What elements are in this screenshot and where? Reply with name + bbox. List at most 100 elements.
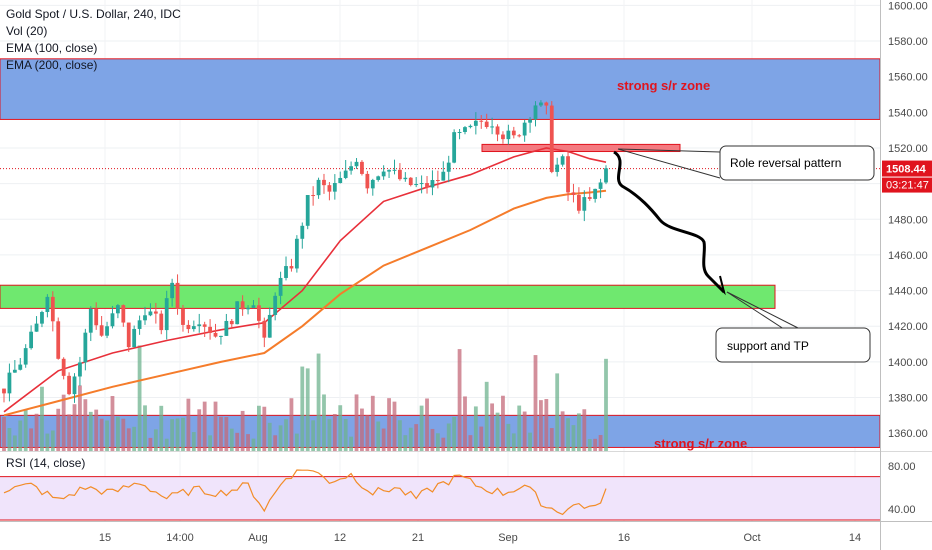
volume-bar: [12, 435, 17, 451]
volume-bar: [219, 416, 223, 451]
candle-body: [164, 298, 169, 331]
volume-bar: [278, 425, 283, 451]
price-axis[interactable]: 1600.001580.001560.001540.001520.001500.…: [888, 0, 928, 440]
volume-bar: [381, 428, 386, 451]
ema-200-line: [3, 189, 607, 417]
volume-bar: [479, 426, 484, 451]
volume-bar: [549, 428, 554, 451]
candle-body: [175, 282, 180, 309]
volume-bar: [267, 422, 272, 451]
volume-bar: [473, 406, 478, 451]
candle-body: [219, 335, 223, 337]
candle-body: [300, 225, 305, 239]
candle-body: [533, 105, 538, 120]
volume-bar: [360, 408, 364, 451]
price-tick: 1440.00: [888, 286, 928, 298]
candle-body: [143, 315, 147, 321]
candle-body: [576, 195, 581, 211]
candle-body: [430, 180, 435, 188]
volume-bar: [544, 399, 549, 451]
callout-support-tp[interactable]: support and TP: [715, 327, 871, 363]
candle-body: [414, 184, 419, 186]
last-price-value: 1508.44: [886, 164, 927, 176]
candle-body: [208, 326, 212, 333]
volume-bar: [571, 425, 576, 451]
price-tick: 1560.00: [888, 72, 928, 84]
legend-vol[interactable]: Vol (20): [6, 24, 47, 38]
candle-body: [604, 168, 608, 183]
legend-ema200[interactable]: EMA (200, close): [6, 58, 97, 72]
candle-body: [153, 311, 158, 314]
candle-body: [2, 388, 6, 394]
candle-body: [311, 195, 316, 197]
volume-bar: [273, 435, 278, 451]
time-tick: 14:00: [166, 532, 194, 544]
volume-bar: [343, 419, 348, 451]
price-tick: 1460.00: [888, 250, 928, 262]
candle-body: [257, 305, 261, 321]
candle-body: [137, 320, 142, 329]
volume-bar: [338, 405, 343, 451]
callout-pointer-role: [617, 148, 721, 179]
volume-bar: [528, 432, 532, 451]
callout-pointer-support: [726, 291, 801, 330]
volume-bar: [18, 420, 23, 451]
volume-bar: [83, 399, 88, 451]
candle-body: [224, 320, 229, 336]
candle-body: [132, 328, 137, 348]
volume-bar: [408, 427, 413, 451]
volume-bar: [533, 355, 538, 451]
candle-body: [262, 320, 267, 338]
candle-body: [88, 308, 93, 333]
callout-role-text: Role reversal pattern: [730, 156, 841, 170]
volume-bar: [517, 405, 522, 451]
candle-body: [316, 179, 321, 196]
volume-bar: [202, 401, 207, 451]
rsi-band: [0, 476, 880, 520]
volume-bar: [468, 435, 473, 451]
volume-bar: [240, 410, 245, 451]
candle-body: [50, 296, 55, 322]
callout-pointer-role: [617, 148, 721, 153]
candle-body: [435, 180, 440, 182]
volume-bar: [208, 435, 212, 451]
candle-body: [598, 182, 603, 189]
candle-body: [555, 164, 560, 172]
time-tick: 16: [618, 532, 630, 544]
callout-pointer-support: [726, 291, 791, 334]
candle-body: [45, 296, 50, 313]
volume-bar: [446, 423, 451, 451]
candle-body: [170, 282, 175, 299]
candle-body: [360, 161, 364, 174]
callout-role-reversal[interactable]: Role reversal pattern: [719, 145, 875, 181]
candle-body: [18, 364, 23, 370]
volume-bar: [522, 411, 527, 451]
volume-bar: [143, 405, 147, 451]
candle-body: [376, 176, 381, 180]
candle-body: [528, 119, 532, 123]
candle-body: [408, 177, 413, 186]
volume-bar: [191, 432, 196, 451]
symbol-title[interactable]: Gold Spot / U.S. Dollar, 240, IDC: [6, 7, 181, 21]
candle-body: [398, 169, 402, 180]
volume-bar: [403, 435, 408, 451]
candle-body: [452, 132, 457, 163]
volume-bar: [126, 428, 131, 451]
volume-bar: [23, 409, 28, 451]
candle-body: [251, 305, 256, 308]
volume-bar: [72, 404, 77, 451]
candle-body: [593, 188, 598, 199]
volume-bar: [560, 411, 565, 451]
volume-bar: [88, 411, 93, 451]
legend-ema100[interactable]: EMA (100, close): [6, 41, 97, 55]
rsi-tick-40: 40.00: [888, 504, 916, 516]
time-axis[interactable]: 15 14:00 Aug 12 21 Sep 16 Oct 14: [99, 532, 861, 544]
volume-bar: [484, 381, 489, 451]
candle-body: [23, 348, 28, 365]
candle-body: [457, 131, 462, 133]
price-tick: 1360.00: [888, 428, 928, 440]
volume-bar: [45, 433, 50, 451]
price-tick: 1420.00: [888, 321, 928, 333]
candle-body: [468, 125, 473, 128]
